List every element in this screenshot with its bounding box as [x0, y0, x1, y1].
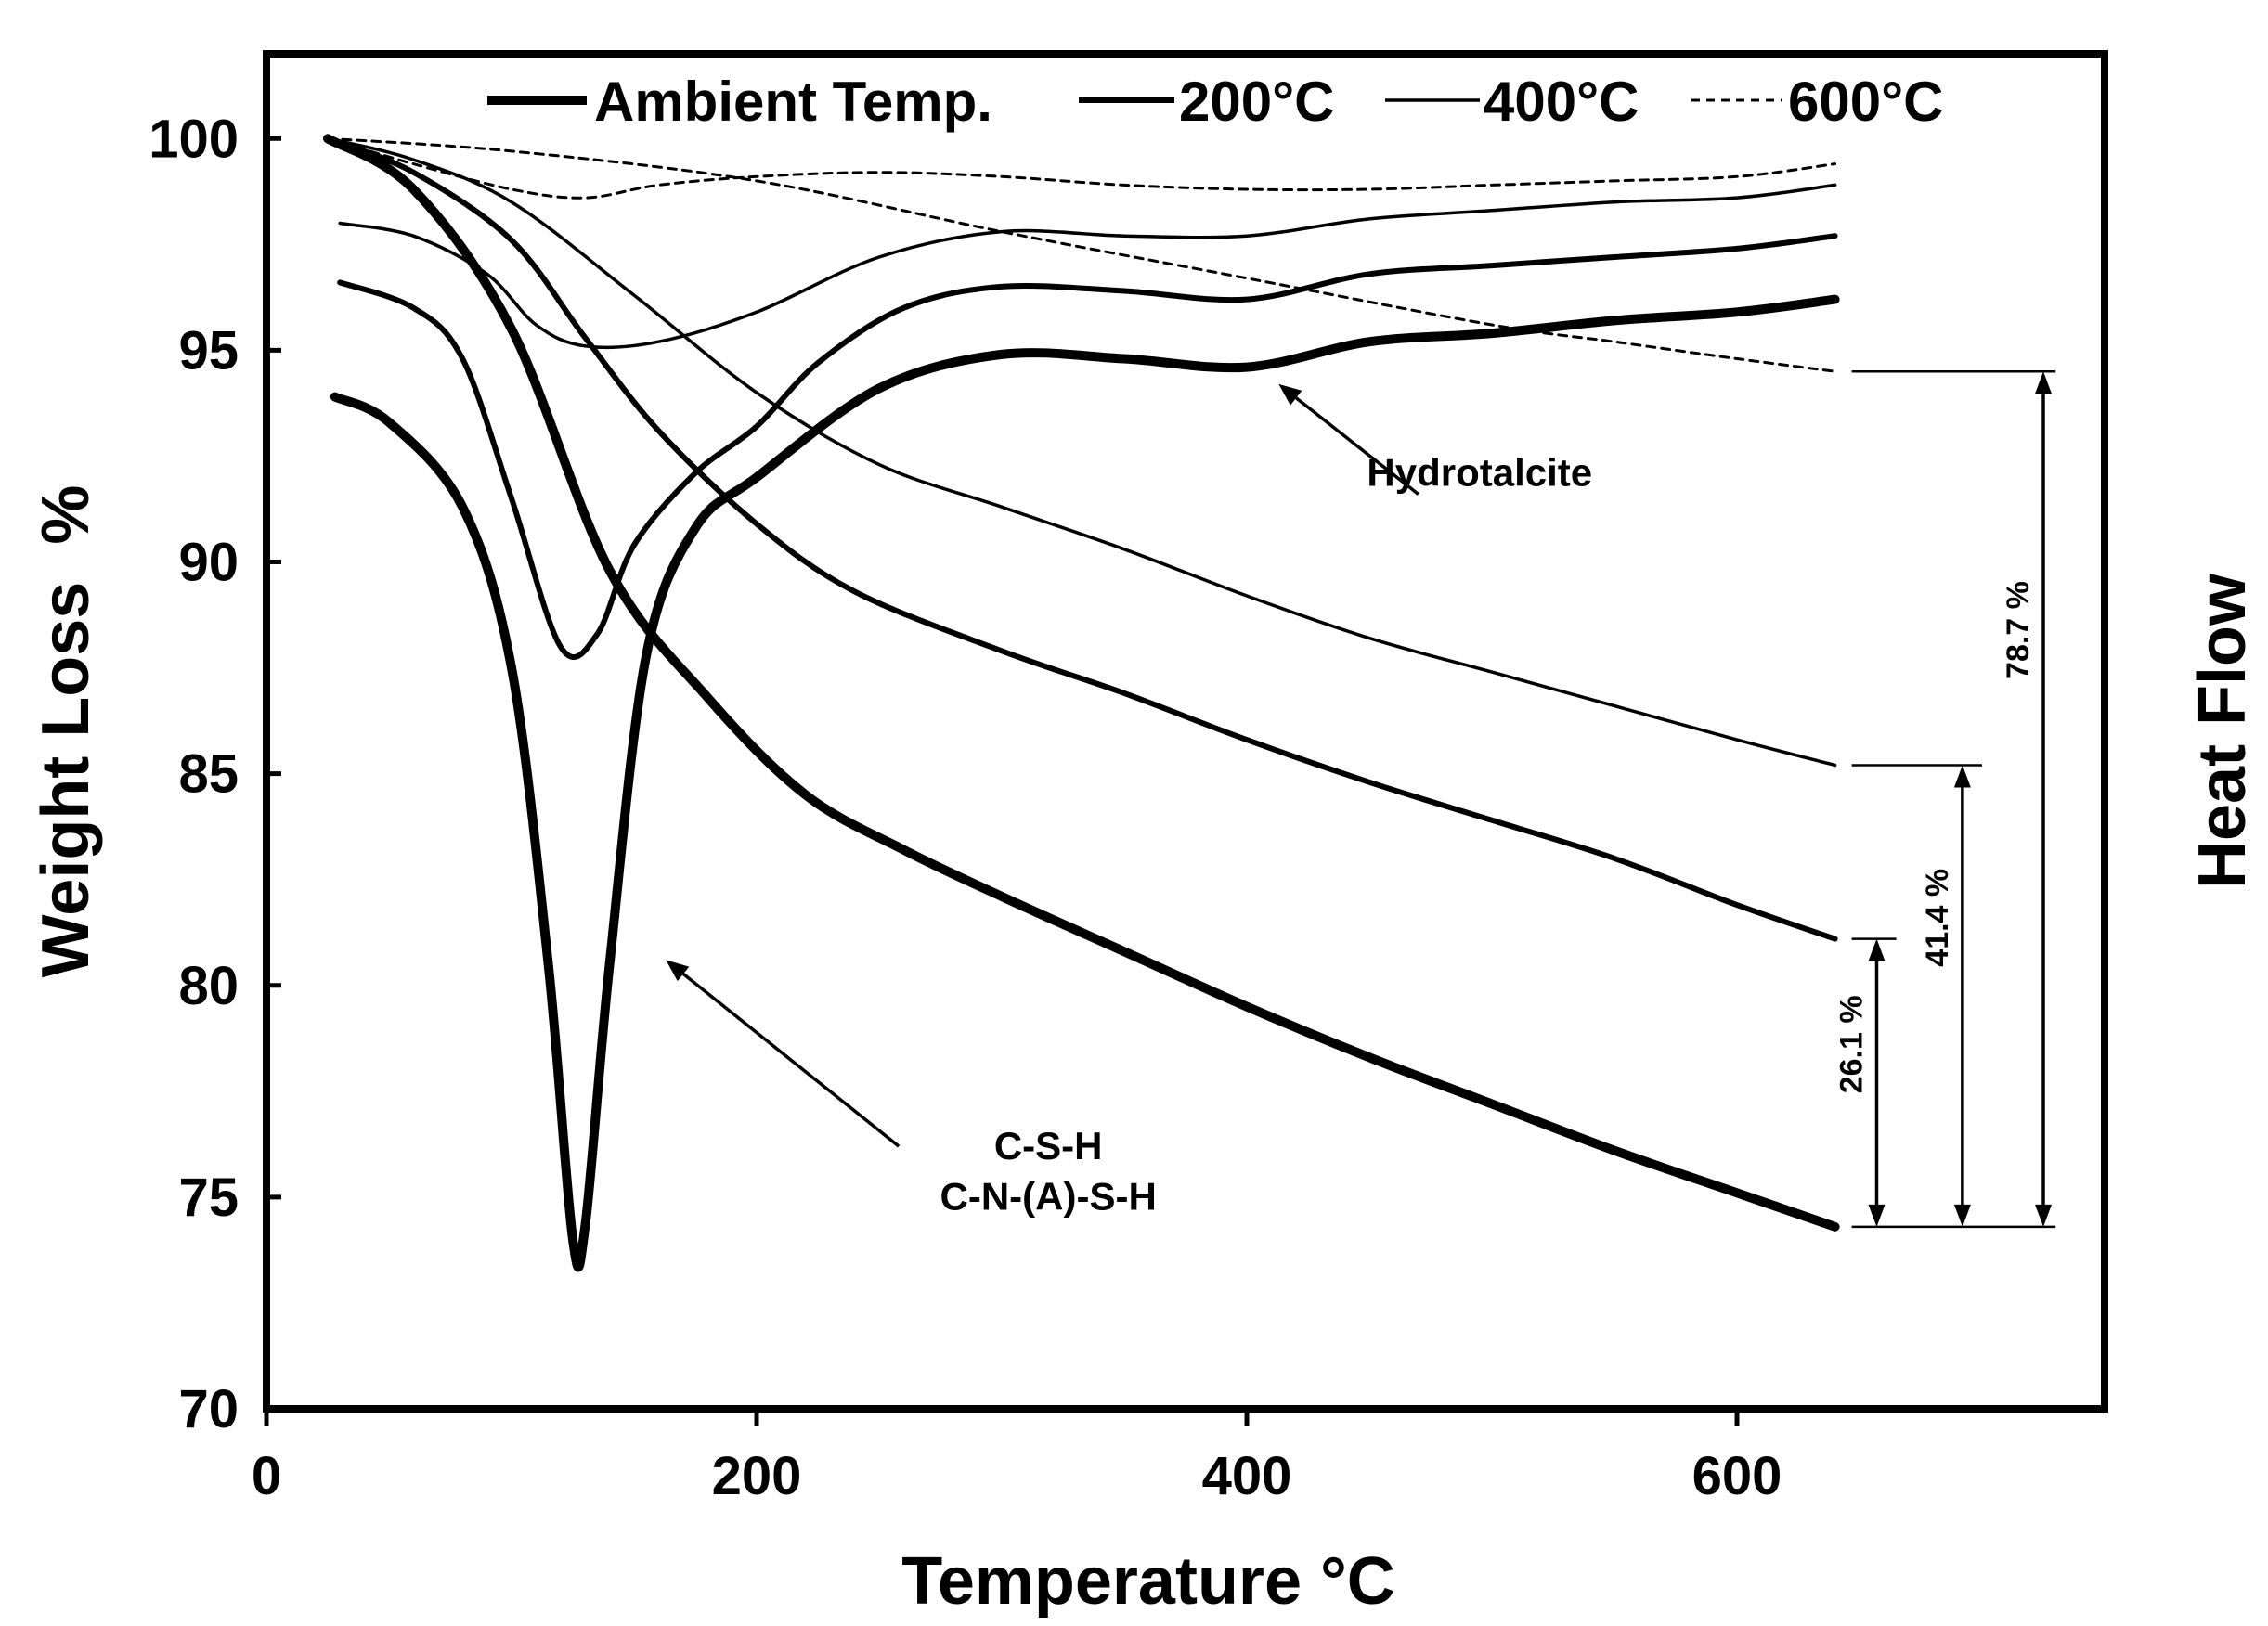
series-heatflow-600-c	[326, 136, 1837, 200]
marker-arrowhead-down	[1953, 1204, 1971, 1227]
x-tick-label: 400	[1202, 1446, 1292, 1506]
y-tick-label: 75	[178, 1168, 239, 1228]
legend-label-200-c: 200°C	[1179, 71, 1334, 133]
legend-label-ambient-temp: Ambient Temp.	[594, 71, 992, 133]
x-tick-label: 600	[1692, 1446, 1782, 1506]
x-tick-label: 0	[252, 1446, 281, 1506]
annotations: Hydrotalcite C-S-H C-N-(A)-S-H	[666, 383, 1592, 1219]
weight-loss-label: 41.4 %	[1920, 869, 1955, 967]
series-heatflow-200-c	[337, 233, 1838, 661]
y-tick-label: 90	[178, 533, 239, 593]
plot-area-frame	[263, 50, 2108, 1413]
series-tg-400-c	[326, 136, 1837, 768]
annotation-c-n-a-s-h: C-N-(A)-S-H	[940, 1175, 1157, 1219]
series-heatflow-ambient-temp	[330, 294, 1840, 1272]
x-axis-title-unit: °C	[1320, 1544, 1395, 1619]
axes: 70 75 80 85 90 95 100 0 200 400 600	[149, 109, 1782, 1506]
series-tg-ambient-temp	[323, 134, 1840, 1232]
series-layer	[323, 134, 1840, 1272]
y-tick-label: 95	[178, 320, 239, 381]
marker-arrowhead-up	[1868, 938, 1886, 961]
y-axis-title: Weight Loss %	[29, 485, 103, 978]
marker-arrowhead-up	[2035, 371, 2052, 394]
annotation-arrowhead	[666, 960, 690, 982]
x-tick-label: 200	[712, 1446, 802, 1506]
weight-loss-label: 26.1 %	[1834, 995, 1869, 1093]
series-heatflow-400-c	[338, 183, 1837, 350]
marker-arrowhead-up	[1953, 765, 1971, 788]
annotation-arrowhead	[1278, 383, 1302, 406]
legend-label-600-c: 600°C	[1788, 71, 1943, 133]
y-tick-label: 100	[149, 109, 239, 169]
x-axis-title-text: Temperature	[901, 1544, 1302, 1619]
annotation-hydrotalcite: Hydrotalcite	[1367, 450, 1592, 494]
legend-label-400-c: 400°C	[1484, 71, 1639, 133]
weight-loss-markers: 26.1 % 41.4 % 78.7 %	[1834, 369, 2056, 1229]
y-tick-label: 70	[178, 1379, 239, 1439]
marker-arrowhead-down	[1868, 1204, 1886, 1227]
weight-loss-label: 78.7 %	[2001, 581, 2036, 679]
annotation-arrow-shaft	[1295, 396, 1419, 496]
series-tg-600-c	[326, 136, 1837, 373]
y-tick-label: 80	[178, 956, 239, 1016]
marker-arrowhead-down	[2035, 1204, 2052, 1227]
secondary-y-axis-title: Heat Flow	[2185, 573, 2260, 889]
annotation-arrow-shaft	[681, 973, 901, 1148]
y-tick-label: 85	[178, 744, 239, 805]
series-tg-200-c	[325, 136, 1838, 942]
annotation-c-s-h: C-S-H	[994, 1124, 1103, 1168]
legend: Ambient Temp. 200°C 400°C 600°C	[487, 71, 1943, 133]
x-axis-title: Temperature °C	[901, 1544, 1395, 1619]
